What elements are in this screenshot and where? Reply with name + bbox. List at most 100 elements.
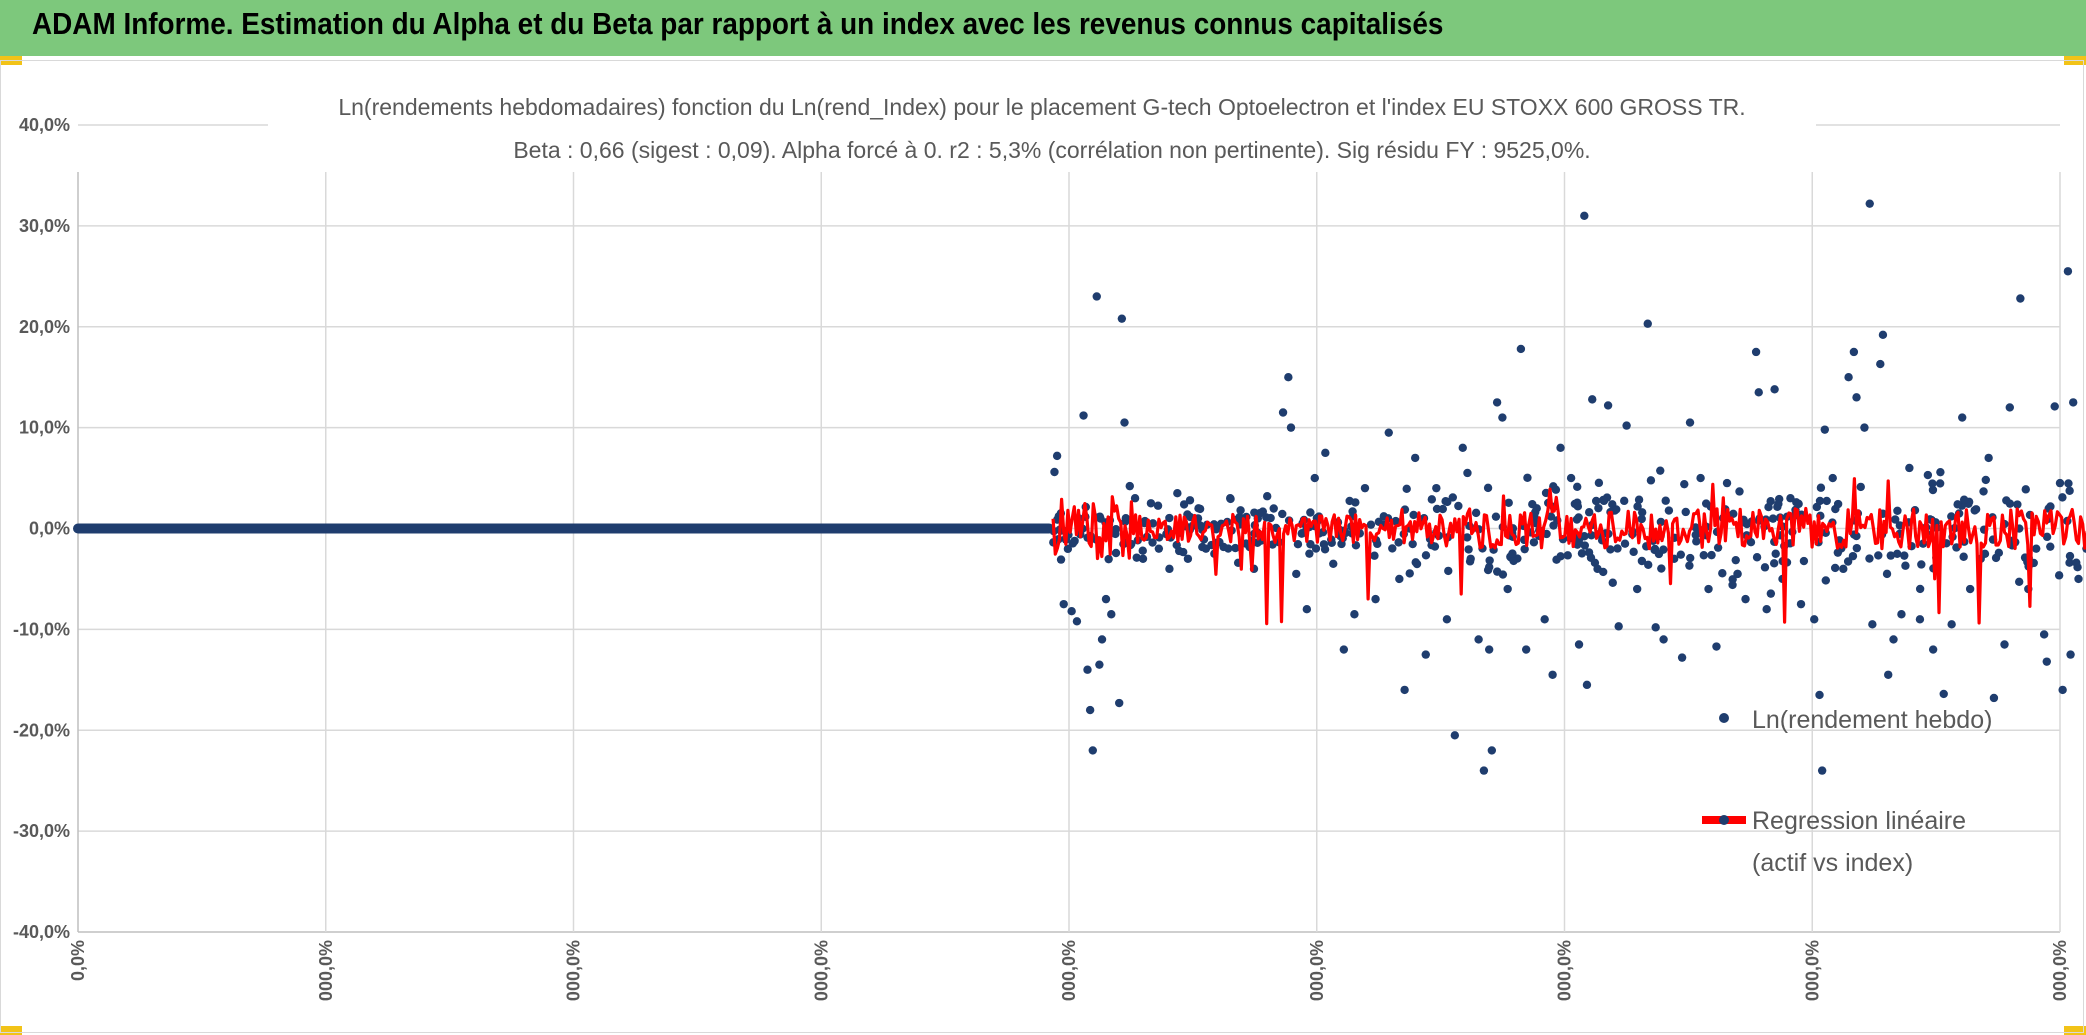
data-point bbox=[1556, 443, 1565, 452]
data-point bbox=[1337, 539, 1346, 549]
data-point bbox=[1179, 500, 1189, 509]
data-point bbox=[1329, 559, 1338, 569]
data-point bbox=[1088, 746, 1097, 755]
data-point bbox=[2014, 577, 2024, 586]
data-point bbox=[1370, 551, 1379, 560]
data-point bbox=[1297, 528, 1307, 538]
data-point bbox=[1165, 564, 1174, 574]
data-point bbox=[1566, 473, 1576, 483]
data-point bbox=[2046, 502, 2055, 511]
data-point bbox=[1067, 607, 1076, 616]
data-point bbox=[1474, 635, 1483, 644]
data-point bbox=[1681, 507, 1690, 517]
y-tick-label: 10,0% bbox=[19, 418, 70, 438]
data-point bbox=[1634, 495, 1644, 504]
data-point bbox=[1692, 537, 1701, 546]
x-tick-label: 000,0% bbox=[2050, 940, 2070, 1001]
data-point bbox=[1183, 554, 1193, 563]
data-point bbox=[1766, 496, 1775, 506]
data-point bbox=[1620, 539, 1630, 548]
data-point bbox=[1917, 560, 1926, 569]
legend-label-regression-line2: (actif vs index) bbox=[1752, 849, 1913, 877]
data-point bbox=[1606, 545, 1615, 554]
header-banner: ADAM Informe. Estimation du Alpha et du … bbox=[0, 0, 2086, 56]
data-point bbox=[1101, 594, 1111, 604]
y-axis-ticks: 40,0% 30,0% 20,0% 10,0% 0,0% -10,0% -20,0% -30,… bbox=[13, 115, 70, 942]
data-point bbox=[1676, 550, 1686, 559]
data-point bbox=[2042, 532, 2052, 542]
data-point bbox=[2063, 267, 2073, 276]
data-point bbox=[1394, 538, 1403, 547]
chart-title-line1: Ln(rendements hebdomadaires) fonction du… bbox=[338, 94, 1745, 120]
data-point bbox=[1821, 576, 1831, 585]
data-point bbox=[1865, 199, 1874, 208]
data-point bbox=[1117, 314, 1127, 323]
data-point bbox=[1305, 549, 1314, 558]
data-point bbox=[1231, 543, 1240, 553]
data-point bbox=[1115, 698, 1124, 708]
data-point bbox=[1548, 670, 1557, 679]
data-point bbox=[2013, 500, 2022, 509]
data-point bbox=[1897, 610, 1906, 619]
legend-marker-points bbox=[1719, 713, 1729, 723]
data-point bbox=[2072, 558, 2081, 567]
data-point bbox=[1979, 487, 1988, 496]
data-point bbox=[1421, 650, 1430, 659]
data-point bbox=[1810, 615, 1819, 624]
data-point bbox=[1154, 544, 1164, 553]
data-point bbox=[1657, 564, 1666, 573]
data-point bbox=[1466, 554, 1475, 563]
data-point bbox=[1646, 476, 1656, 485]
data-point bbox=[1751, 347, 1761, 357]
data-point bbox=[1485, 556, 1494, 565]
data-point bbox=[1815, 496, 1825, 506]
data-point bbox=[1685, 561, 1694, 570]
data-point bbox=[1384, 428, 1393, 437]
data-point bbox=[1928, 645, 1938, 654]
data-point bbox=[1651, 623, 1660, 632]
data-point bbox=[1503, 584, 1512, 594]
data-point bbox=[1728, 580, 1737, 590]
data-point bbox=[1632, 584, 1642, 594]
data-point bbox=[1405, 569, 1414, 578]
data-point bbox=[1608, 578, 1617, 587]
data-point bbox=[1685, 418, 1695, 427]
y-tick-label: 20,0% bbox=[19, 317, 70, 337]
x-tick-label: 000,0% bbox=[1059, 940, 1079, 1001]
data-point bbox=[1752, 553, 1762, 562]
data-point bbox=[1822, 496, 1831, 506]
data-point bbox=[1174, 546, 1184, 556]
data-point bbox=[1148, 538, 1157, 547]
data-point bbox=[1492, 398, 1502, 407]
data-point bbox=[1893, 549, 1902, 558]
data-point bbox=[2065, 486, 2074, 495]
data-point bbox=[1935, 479, 1945, 488]
data-point bbox=[1306, 508, 1315, 517]
data-point bbox=[1293, 539, 1303, 549]
data-point bbox=[1262, 513, 1271, 522]
data-point bbox=[1699, 551, 1708, 560]
data-point bbox=[1580, 211, 1589, 220]
data-point bbox=[1552, 555, 1561, 564]
data-point bbox=[1516, 344, 1526, 354]
data-point bbox=[1463, 468, 1472, 478]
data-point bbox=[1391, 516, 1400, 526]
data-point bbox=[2042, 657, 2051, 666]
data-point bbox=[1319, 540, 1329, 549]
data-point bbox=[2064, 479, 2073, 488]
data-point bbox=[1905, 463, 1914, 473]
data-point bbox=[1083, 665, 1092, 674]
data-point bbox=[1111, 524, 1121, 534]
data-point bbox=[1643, 319, 1652, 328]
legend-label-points: Ln(rendement hebdo) bbox=[1752, 706, 1992, 734]
data-point bbox=[1573, 482, 1582, 491]
data-point bbox=[1844, 372, 1853, 382]
data-point bbox=[1194, 504, 1203, 513]
data-point bbox=[1614, 622, 1623, 631]
data-point bbox=[1799, 556, 1809, 566]
data-point bbox=[1226, 494, 1235, 503]
data-point bbox=[1132, 553, 1141, 562]
data-point bbox=[1936, 467, 1945, 477]
x-tick-label: 000,0% bbox=[316, 940, 336, 1001]
